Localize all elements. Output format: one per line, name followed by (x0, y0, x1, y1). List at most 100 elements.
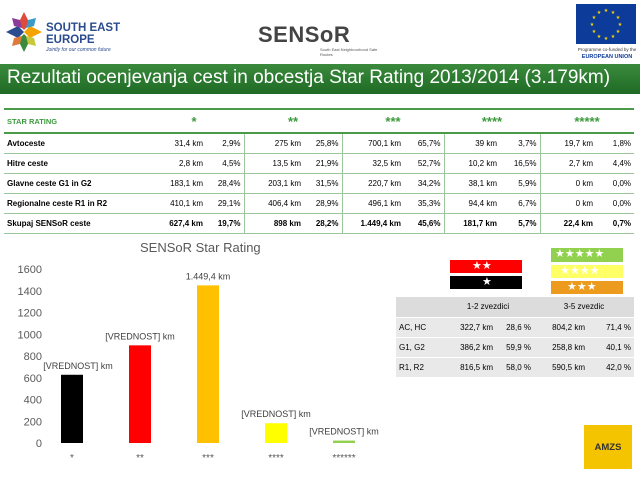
x-category-label: ****** (332, 453, 355, 464)
km-cell: 183,1 km (144, 173, 206, 194)
data-label: [VREDNOST] km (241, 409, 311, 419)
legend-black-stars: ★ (482, 275, 492, 288)
svg-text:★: ★ (611, 10, 616, 16)
amzs-logo: AMZS (584, 425, 632, 469)
row-label: Skupaj SENSoR ceste (4, 213, 144, 234)
percent-cell: 0,7% (596, 213, 634, 234)
km-cell: 898 km (244, 213, 304, 234)
summary-header-1-2: 1-2 zvezdici (442, 297, 534, 318)
star-rating-table: STAR RATING * ** *** **** ***** Avtocest… (4, 108, 634, 234)
percent-cell: 65,7% (404, 133, 445, 154)
title-bar: Rezultati ocenjevanja cest in obcestja S… (0, 64, 640, 94)
table-row: Skupaj SENSoR ceste 627,4 km 19,7% 898 km 28… (4, 213, 634, 234)
row-label: Avtoceste (4, 133, 144, 154)
header-3-stars: *** (342, 108, 444, 134)
summary-km-cell: 322,7 km (442, 317, 496, 338)
km-cell: 203,1 km (244, 173, 304, 194)
km-cell: 181,7 km (444, 213, 500, 234)
summary-km-cell: 258,8 km (534, 337, 588, 358)
y-tick-label: 1200 (18, 308, 42, 320)
km-cell: 700,1 km (342, 133, 404, 154)
percent-cell: 3,7% (500, 133, 541, 154)
km-cell: 38,1 km (444, 173, 500, 194)
legend-yellow-bar: ★★★★ (551, 264, 623, 278)
header-5-stars: ***** (540, 108, 634, 134)
summary-percent-cell: 58,0 % (496, 357, 534, 378)
data-label: [VREDNOST] km (43, 361, 113, 371)
header-4-stars: **** (444, 108, 540, 134)
legend-orange-stars: ★★★ (567, 280, 597, 293)
chart-bar (129, 345, 151, 443)
y-tick-label: 0 (36, 438, 42, 450)
km-cell: 275 km (244, 133, 304, 154)
see-emblem-icon (6, 12, 42, 52)
svg-text:★: ★ (592, 29, 597, 35)
percent-cell: 19,7% (206, 213, 245, 234)
summary-km-cell: 590,5 km (534, 357, 588, 378)
row-label: Glavne ceste G1 in G2 (4, 173, 144, 194)
percent-cell: 5,9% (500, 173, 541, 194)
percent-cell: 0,0% (596, 193, 634, 214)
percent-cell: 2,9% (206, 133, 245, 154)
summary-km-cell: 804,2 km (534, 317, 588, 338)
summary-row-label: G1, G2 (396, 337, 442, 358)
row-label: Regionalne ceste R1 in R2 (4, 193, 144, 214)
km-cell: 627,4 km (144, 213, 206, 234)
summary-percent-cell: 71,4 % (588, 317, 634, 338)
x-category-label: ** (136, 453, 144, 464)
legend-black-bar: ★ (450, 275, 522, 289)
y-tick-label: 600 (24, 373, 42, 385)
km-cell: 406,4 km (244, 193, 304, 214)
svg-text:★: ★ (611, 34, 616, 40)
summary-percent-cell: 42,0 % (588, 357, 634, 378)
see-logo-line1: SOUTH EAST (46, 22, 121, 34)
star-rating-bar-chart: 0 200 400 600 800 1000 1200 1400 1600 [VREDNOST] … (18, 264, 379, 464)
percent-cell: 52,7% (404, 153, 445, 174)
sensor-logo: SENSoR South East Neighbourhood Safe Rou… (258, 18, 388, 58)
x-category-label: * (70, 453, 74, 464)
percent-cell: 28,9% (304, 193, 343, 214)
svg-text:★: ★ (592, 15, 597, 21)
km-cell: 220,7 km (342, 173, 404, 194)
sensor-logo-subtitle: South East Neighbourhood Safe Routes (320, 47, 378, 57)
km-cell: 31,4 km (144, 133, 206, 154)
percent-cell: 1,8% (596, 133, 634, 154)
header-1-star: * (144, 108, 244, 134)
percent-cell: 35,3% (404, 193, 445, 214)
summary-row: G1, G2 386,2 km 59,9 % 258,8 km 40,1 % (396, 337, 634, 358)
svg-text:★: ★ (618, 22, 623, 28)
svg-text:★: ★ (604, 36, 609, 42)
legend-green-stars: ★★★★★ (555, 247, 605, 260)
km-cell: 10,2 km (444, 153, 500, 174)
km-cell: 13,5 km (244, 153, 304, 174)
percent-cell: 4,5% (206, 153, 245, 174)
header-2-stars: ** (244, 108, 342, 134)
see-logo-line2: EUROPE (46, 34, 95, 46)
y-tick-label: 400 (24, 395, 42, 407)
table-row: Regionalne ceste R1 in R2 410,1 km 29,1% 40… (4, 193, 634, 214)
summary-header-row: 1-2 zvezdici 3-5 zvezdic (396, 297, 634, 318)
data-label: [VREDNOST] km (309, 427, 379, 437)
summary-row: R1, R2 816,5 km 58,0 % 590,5 km 42,0 % (396, 357, 634, 378)
legend-red-bar: ★★ (450, 259, 522, 273)
legend-yellow-stars: ★★★★ (560, 264, 600, 277)
chart-title: SENSoR Star Rating (140, 240, 261, 255)
eu-logo: ★ ★ ★ ★ ★ ★ ★ ★ ★ ★ ★ ★ Programme co-funded by t… (576, 4, 636, 62)
km-cell: 19,7 km (540, 133, 596, 154)
summary-percent-cell: 28,6 % (496, 317, 534, 338)
km-cell: 22,4 km (540, 213, 596, 234)
percent-cell: 6,7% (500, 193, 541, 214)
svg-text:★: ★ (597, 10, 602, 16)
star-rating-header: STAR RATING (4, 108, 144, 134)
y-tick-label: 1400 (18, 286, 42, 298)
summary-header-3-5: 3-5 zvezdic (534, 297, 634, 318)
percent-cell: 45,6% (404, 213, 445, 234)
x-category-label: **** (268, 453, 284, 464)
percent-cell: 4,4% (596, 153, 634, 174)
south-east-europe-logo: SOUTH EAST EUROPE Jointly for our common… (4, 6, 134, 58)
km-cell: 2,7 km (540, 153, 596, 174)
percent-cell: 28,4% (206, 173, 245, 194)
km-cell: 2,8 km (144, 153, 206, 174)
data-label: 1.449,4 km (186, 271, 231, 281)
km-cell: 1.449,4 km (342, 213, 404, 234)
